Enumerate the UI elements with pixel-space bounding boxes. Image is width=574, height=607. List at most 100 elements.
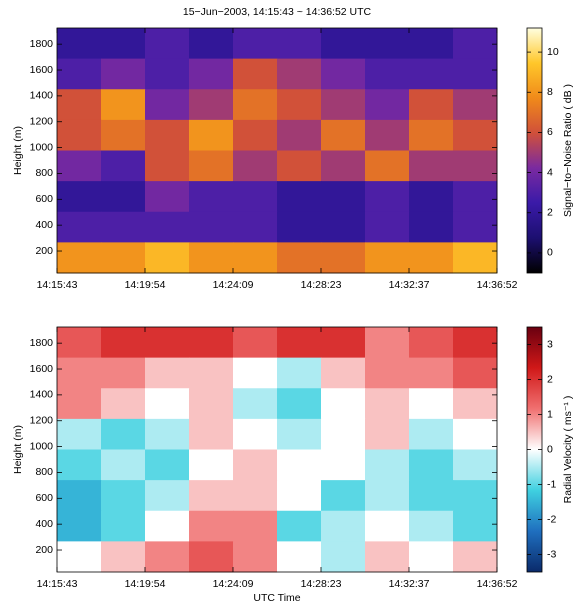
heat-cell bbox=[453, 388, 498, 420]
heat-cell bbox=[453, 181, 498, 213]
heat-cell bbox=[101, 181, 146, 213]
heat-cell bbox=[453, 327, 498, 359]
heat-cell bbox=[453, 58, 498, 90]
heat-cell bbox=[277, 89, 322, 121]
heat-cell bbox=[189, 357, 234, 389]
heat-cell bbox=[365, 449, 410, 481]
heat-cell bbox=[453, 480, 498, 512]
heat-cell bbox=[101, 119, 146, 151]
heat-cell bbox=[101, 480, 146, 512]
heat-cell bbox=[189, 58, 234, 90]
heat-cell bbox=[321, 119, 366, 151]
heat-cell bbox=[57, 181, 102, 213]
heat-cell bbox=[145, 541, 190, 573]
heat-cell bbox=[453, 150, 498, 182]
y-axis-label: Height (m) bbox=[12, 126, 24, 175]
heat-cell bbox=[233, 242, 278, 274]
heat-cell bbox=[233, 181, 278, 213]
heat-cell bbox=[101, 89, 146, 121]
colorbar-tick-label: 10 bbox=[547, 46, 559, 58]
heat-cell bbox=[233, 327, 278, 359]
heat-cell bbox=[409, 418, 454, 450]
heat-cell bbox=[189, 388, 234, 420]
heat-cell bbox=[57, 541, 102, 573]
heat-cell bbox=[145, 28, 190, 60]
heat-cell bbox=[189, 28, 234, 60]
x-tick-label: 14:19:54 bbox=[125, 578, 166, 590]
heat-cell bbox=[145, 211, 190, 243]
heat-cell bbox=[233, 150, 278, 182]
heat-cell bbox=[101, 418, 146, 450]
heat-cell bbox=[365, 418, 410, 450]
heat-cell bbox=[101, 510, 146, 542]
heat-cell bbox=[57, 242, 102, 274]
heat-cell bbox=[277, 510, 322, 542]
heat-cell bbox=[321, 28, 366, 60]
x-tick-label: 14:36:52 bbox=[477, 578, 518, 590]
heat-cell bbox=[233, 541, 278, 573]
heat-cell bbox=[365, 181, 410, 213]
heat-cell bbox=[321, 181, 366, 213]
heat-cell bbox=[57, 119, 102, 151]
heat-cell bbox=[145, 327, 190, 359]
heat-cell bbox=[233, 480, 278, 512]
y-tick-label: 800 bbox=[35, 466, 53, 478]
heat-cell bbox=[409, 541, 454, 573]
heat-cell bbox=[145, 418, 190, 450]
heat-cell bbox=[321, 510, 366, 542]
heat-cell bbox=[189, 541, 234, 573]
heat-cell bbox=[57, 211, 102, 243]
heat-cell bbox=[101, 58, 146, 90]
colorbar-tick-label: -1 bbox=[547, 478, 556, 490]
colorbar-tick-label: 2 bbox=[547, 207, 553, 219]
heat-cell bbox=[57, 150, 102, 182]
heat-cell bbox=[101, 150, 146, 182]
heat-cell bbox=[365, 357, 410, 389]
heat-cell bbox=[57, 58, 102, 90]
heat-cell bbox=[101, 541, 146, 573]
y-tick-label: 1000 bbox=[30, 440, 54, 452]
heat-cell bbox=[189, 242, 234, 274]
heat-cell bbox=[189, 327, 234, 359]
heat-cell bbox=[409, 89, 454, 121]
y-tick-label: 1600 bbox=[30, 363, 54, 375]
colorbar-tick-label: 1 bbox=[547, 408, 553, 420]
y-tick-label: 1400 bbox=[30, 389, 54, 401]
y-tick-label: 1600 bbox=[30, 64, 54, 76]
heat-cell bbox=[409, 150, 454, 182]
x-axis-label: UTC Time bbox=[253, 592, 300, 604]
heat-cell bbox=[321, 58, 366, 90]
heat-cell bbox=[189, 510, 234, 542]
heat-cell bbox=[365, 510, 410, 542]
heat-cell bbox=[365, 480, 410, 512]
heat-cell bbox=[189, 480, 234, 512]
heat-cell bbox=[145, 89, 190, 121]
y-tick-label: 200 bbox=[35, 544, 53, 556]
heat-cell bbox=[57, 480, 102, 512]
colorbar-tick-label: -2 bbox=[547, 513, 556, 525]
heat-cell bbox=[189, 449, 234, 481]
colorbar-label: Signal−to−Noise Ratio ( dB ) bbox=[562, 84, 574, 217]
heat-cell bbox=[321, 89, 366, 121]
x-tick-label: 14:36:52 bbox=[477, 279, 518, 291]
heat-cell bbox=[189, 119, 234, 151]
heat-cell bbox=[321, 480, 366, 512]
y-axis-label: Height (m) bbox=[12, 425, 24, 474]
heat-cell bbox=[145, 449, 190, 481]
heat-cell bbox=[189, 89, 234, 121]
heat-cell bbox=[453, 28, 498, 60]
heat-cell bbox=[409, 181, 454, 213]
chart-title: 15−Jun−2003, 14:15:43 ~ 14:36:52 UTC bbox=[183, 6, 372, 18]
heat-cell bbox=[453, 89, 498, 121]
y-tick-label: 200 bbox=[35, 245, 53, 257]
heat-cell bbox=[233, 357, 278, 389]
heat-cell bbox=[57, 510, 102, 542]
heat-cell bbox=[365, 211, 410, 243]
heat-cell bbox=[365, 327, 410, 359]
axes-box bbox=[56, 326, 498, 573]
heat-cell bbox=[321, 418, 366, 450]
heat-cell bbox=[233, 418, 278, 450]
axes-box bbox=[56, 27, 498, 274]
colorbar-tick-label: 4 bbox=[547, 166, 553, 178]
